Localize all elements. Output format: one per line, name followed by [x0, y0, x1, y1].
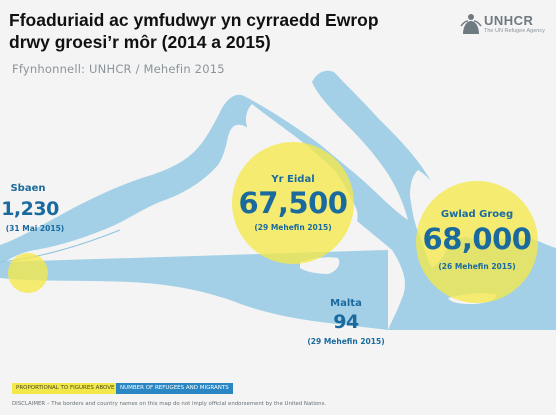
sea-shape: [0, 70, 556, 330]
bubble-italy: [232, 142, 354, 264]
unhcr-emblem-icon: [460, 14, 482, 34]
arrival-date-greece: (26 Mehefin 2015): [438, 262, 516, 271]
map-title-line-1: Ffoaduriaid ac ymfudwyr yn cyrraedd Ewro…: [9, 10, 379, 30]
disclaimer-text: DISCLAIMER – The borders and country nam…: [12, 401, 327, 407]
arrival-count-italy: 67,500: [238, 186, 348, 220]
north-africa-land: [0, 282, 556, 380]
bubble-greece: [416, 181, 538, 303]
corsica-land: [233, 143, 242, 170]
sea-south: [0, 250, 388, 330]
legend-proportional: PROPORTIONAL TO FIGURES ABOVE: [12, 383, 119, 394]
logo-wordmark: UNHCR: [484, 13, 534, 28]
arrival-date-spain: (31 Mai 2015): [5, 224, 65, 233]
arrival-count-greece: 68,000: [422, 222, 532, 256]
map-title-line-2: drwy groesi’r môr (2014 a 2015): [9, 32, 271, 52]
arrival-count-malta: 94: [333, 311, 359, 333]
country-label-italy: Yr Eidal: [271, 174, 315, 185]
legend-number: NUMBER OF REFUGEES AND MIGRANTS: [116, 383, 233, 394]
country-label-spain: Sbaen: [10, 183, 46, 194]
arrival-date-italy: (29 Mehefin 2015): [254, 223, 332, 232]
country-label-greece: Gwlad Groeg: [440, 209, 514, 220]
logo-tagline: The UN Refugee Agency: [484, 28, 545, 34]
arrival-date-malta: (29 Mehefin 2015): [307, 337, 385, 346]
bubble-spain: [8, 253, 48, 293]
source-caption: Ffynhonnell: UNHCR / Mehefin 2015: [12, 62, 225, 76]
arrival-count-spain: 1,230: [1, 198, 59, 220]
country-label-malta: Malta: [330, 298, 362, 309]
unhcr-logo: UNHCR The UN Refugee Agency: [460, 12, 552, 38]
